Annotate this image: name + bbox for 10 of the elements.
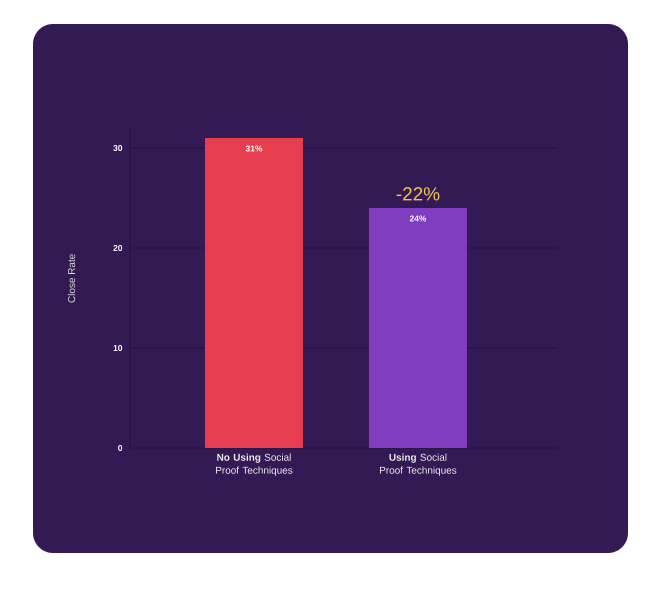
x-tick-label: No Using Social Proof Techniques: [216, 454, 292, 476]
y-tick-label: 10: [114, 344, 122, 351]
y-axis-title: Close Rate: [68, 254, 76, 303]
data-label: 31%: [246, 146, 262, 152]
y-tick-label: 20: [113, 244, 122, 251]
x-tick-label: Using Social Proof Techniques: [380, 454, 456, 476]
annotation: -22%: [396, 187, 440, 200]
data-label: 24%: [410, 216, 426, 222]
y-tick-label: 0: [118, 444, 122, 451]
y-tick-label: 30: [113, 144, 122, 151]
